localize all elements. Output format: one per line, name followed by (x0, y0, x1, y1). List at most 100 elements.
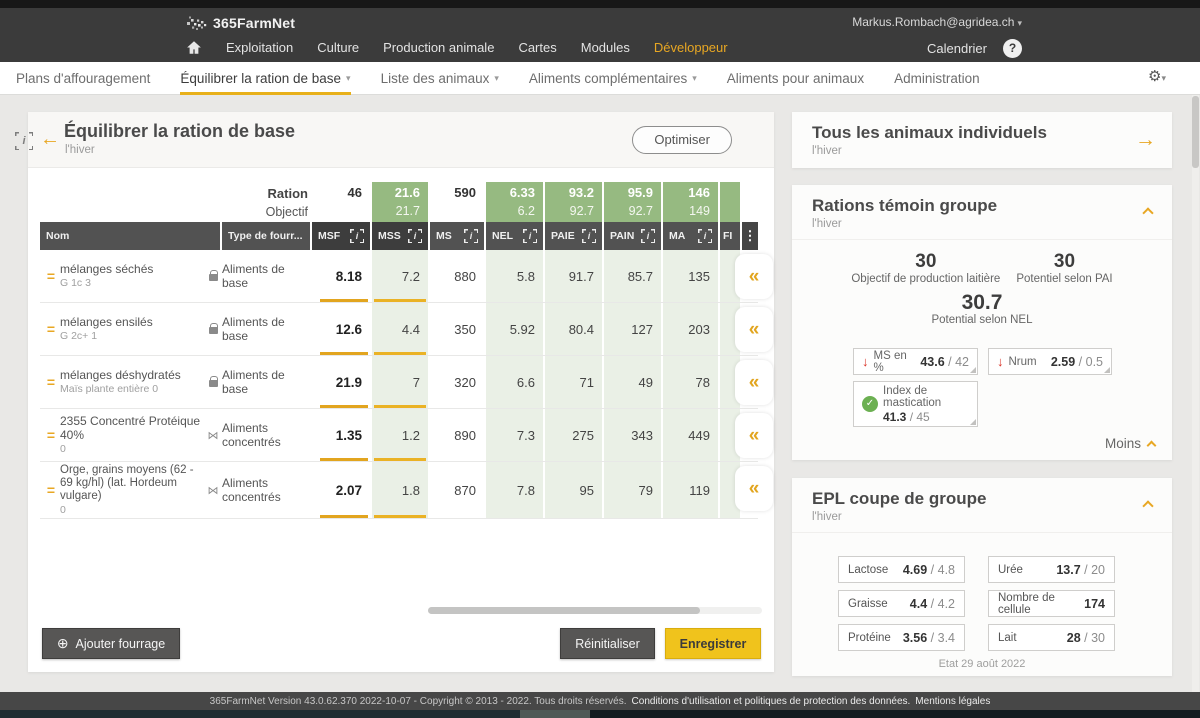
footer-mentions-link[interactable]: Mentions légales (915, 695, 991, 707)
ms-value-cell: 890 (454, 427, 476, 443)
page-scrollbar-track[interactable] (1192, 95, 1199, 692)
metric-lactose[interactable]: Lactose 4.69 / 4.8 (838, 556, 965, 583)
subnav-equilibrer-ration[interactable]: Équilibrer la ration de base ▾ (180, 62, 351, 95)
table-row[interactable]: = mélanges ensilés G 2c+ 1 Aliments de ba… (40, 303, 773, 356)
table-row[interactable]: = 2355 Concentré Protéique 40% 0 ⋈ Alimen… (40, 409, 773, 462)
save-button[interactable]: Enregistrer (665, 628, 761, 659)
home-icon[interactable] (186, 40, 202, 55)
taskbar-edge-strip (0, 710, 1200, 718)
collapse-row-button[interactable]: « (735, 254, 773, 299)
horizontal-scrollbar-thumb[interactable] (428, 607, 700, 614)
collapse-row-button[interactable]: « (735, 466, 773, 511)
drag-handle-icon[interactable]: = (46, 482, 56, 498)
msf-value-cell[interactable]: 12.6 (312, 303, 370, 355)
collapse-row-button[interactable]: « (735, 360, 773, 405)
app-logo[interactable]: 365FarmNet (185, 13, 295, 33)
paie-value-cell: 71 (545, 356, 602, 408)
col-header-nel[interactable]: NEL i (486, 222, 543, 250)
frame-info-icon[interactable]: i (15, 132, 33, 150)
forward-arrow-icon[interactable]: → (1135, 128, 1156, 151)
col-header-paie[interactable]: PAIE i (545, 222, 602, 250)
col-header-ms[interactable]: MS i (430, 222, 484, 250)
subnav-aliments-pour-animaux[interactable]: Aliments pour animaux (726, 70, 865, 86)
mss-value-cell[interactable]: 4.4 (372, 303, 428, 355)
calendar-link[interactable]: Calendrier (927, 41, 987, 56)
col-header-ma[interactable]: MA i (663, 222, 718, 250)
col-header-mss[interactable]: MSS i (372, 222, 428, 250)
msf-value-cell[interactable]: 2.07 (312, 462, 370, 518)
msf-value-cell[interactable]: 8.18 (312, 250, 370, 302)
summary-paie: 93.2 92.7 (545, 182, 602, 222)
feed-subtitle: 0 (60, 504, 66, 516)
mss-value-cell[interactable]: 7 (372, 356, 428, 408)
column-info-icon[interactable]: i (464, 229, 478, 243)
column-info-icon[interactable]: i (350, 229, 364, 243)
nav-developpeur[interactable]: Développeur (653, 40, 728, 55)
col-header-pain[interactable]: PAIN i (604, 222, 661, 250)
horizontal-scrollbar-track[interactable] (428, 607, 762, 614)
drag-handle-icon[interactable]: = (46, 374, 56, 390)
show-less-link[interactable]: Moins (1105, 436, 1157, 451)
metric-ms-percent[interactable]: ↓ MS en % 43.6 / 42 (853, 348, 978, 375)
panel-subtitle: l'hiver (812, 145, 842, 157)
metric-nombre-cellule[interactable]: Nombre de cellule 174 (988, 590, 1115, 617)
panel-rations-temoin: Rations témoin groupe l'hiver 30 Objecti… (792, 185, 1172, 460)
panel-all-animals[interactable]: Tous les animaux individuels l'hiver → (792, 112, 1172, 168)
collapse-row-button[interactable]: « (735, 413, 773, 458)
page-scrollbar-thumb[interactable] (1192, 96, 1199, 168)
table-row[interactable]: = mélanges séchés G 1c 3 Aliments de base… (40, 250, 773, 303)
mss-value-cell[interactable]: 1.2 (372, 409, 428, 461)
table-row[interactable]: = Orge, grains moyens (62 - 69 kg/hl) (l… (40, 462, 773, 519)
column-info-icon[interactable]: i (698, 229, 712, 243)
col-header-msf[interactable]: MSF i (312, 222, 370, 250)
column-info-icon[interactable]: i (408, 229, 422, 243)
metric-nrum[interactable]: ↓ Nrum 2.59 / 0.5 (988, 348, 1112, 375)
panel-title: Rations témoin groupe (812, 196, 998, 215)
metric-graisse[interactable]: Graisse 4.4 / 4.2 (838, 590, 965, 617)
nav-exploitation[interactable]: Exploitation (226, 40, 294, 55)
metric-lait[interactable]: Lait 28 / 30 (988, 624, 1115, 651)
col-header-fi[interactable]: FI (720, 222, 740, 250)
subnav-plans-affouragement[interactable]: Plans d'affouragement (16, 70, 151, 86)
ration-table: Ration Objectif 46 21.6 21.7 590 6.33 6.2 … (40, 182, 773, 519)
help-icon[interactable]: ? (1003, 39, 1022, 58)
col-header-nom[interactable]: Nom (40, 222, 220, 250)
optimize-button[interactable]: Optimiser (632, 126, 732, 154)
metric-index-mastication[interactable]: ✓ Index de mastication 41.3 / 45 (853, 381, 978, 427)
msf-value-cell[interactable]: 21.9 (312, 356, 370, 408)
drag-handle-icon[interactable]: = (46, 427, 56, 443)
feed-name-cell: = 2355 Concentré Protéique 40% 0 ⋈ (40, 409, 220, 461)
nav-production-animale[interactable]: Production animale (383, 40, 495, 55)
drag-handle-icon[interactable]: = (46, 321, 56, 337)
summary-spacer (742, 182, 758, 222)
subnav-administration[interactable]: Administration (894, 70, 980, 86)
metric-uree[interactable]: Urée 13.7 / 20 (988, 556, 1115, 583)
feed-type: Aliments de base (222, 262, 285, 290)
table-row[interactable]: = mélanges déshydratés Maïs plante entièr… (40, 356, 773, 409)
reset-button[interactable]: Réinitialiser (560, 628, 655, 659)
logo-text: 365FarmNet (213, 15, 296, 31)
drag-handle-icon[interactable]: = (46, 268, 56, 284)
subnav-aliments-complementaires[interactable]: Aliments complémentaires ▾ (528, 70, 697, 86)
column-info-icon[interactable]: i (641, 229, 655, 243)
footer-conditions-link[interactable]: Conditions d'utilisation et politiques d… (631, 695, 911, 707)
nav-cartes[interactable]: Cartes (518, 40, 557, 55)
settings-gear-icon[interactable]: ⚙▾ (1148, 68, 1166, 85)
summary-mss: 21.6 21.7 (372, 182, 428, 222)
metric-proteine[interactable]: Protéine 3.56 / 3.4 (838, 624, 965, 651)
vertical-dots-icon: ⋮ (743, 228, 757, 243)
msf-value-cell[interactable]: 1.35 (312, 409, 370, 461)
collapse-row-button[interactable]: « (735, 307, 773, 352)
back-arrow-icon[interactable]: ← (40, 128, 60, 150)
mss-value-cell[interactable]: 1.8 (372, 462, 428, 518)
add-feed-button[interactable]: ⊕ Ajouter fourrage (42, 628, 180, 659)
mss-value-cell[interactable]: 7.2 (372, 250, 428, 302)
user-account-menu[interactable]: Markus.Rombach@agridea.ch ▾ (852, 15, 1022, 29)
column-menu-button[interactable]: ⋮ (742, 222, 758, 250)
nav-culture[interactable]: Culture (317, 40, 360, 55)
subnav-liste-animaux[interactable]: Liste des animaux ▾ (380, 70, 499, 86)
column-info-icon[interactable]: i (582, 229, 596, 243)
nav-modules[interactable]: Modules (580, 40, 630, 55)
column-info-icon[interactable]: i (523, 229, 537, 243)
col-header-type[interactable]: Type de fourr... (222, 222, 310, 250)
